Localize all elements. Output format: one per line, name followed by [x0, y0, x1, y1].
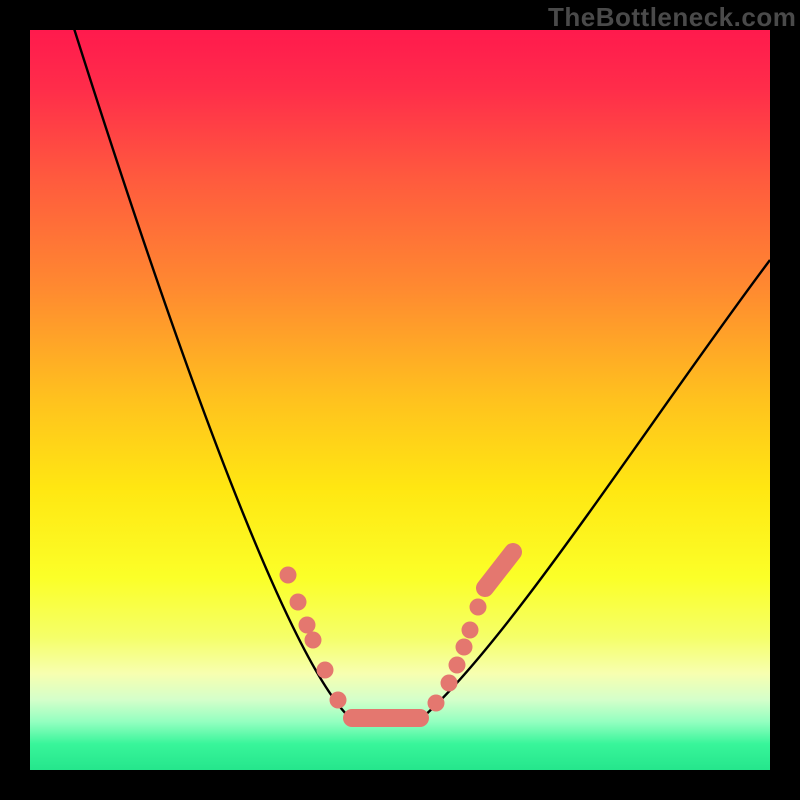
watermark-text: TheBottleneck.com	[548, 2, 796, 33]
frame-border	[0, 770, 800, 800]
frame-border	[0, 0, 30, 800]
gradient-background	[30, 30, 770, 770]
bottleneck-chart	[0, 0, 800, 800]
frame-border	[770, 0, 800, 800]
